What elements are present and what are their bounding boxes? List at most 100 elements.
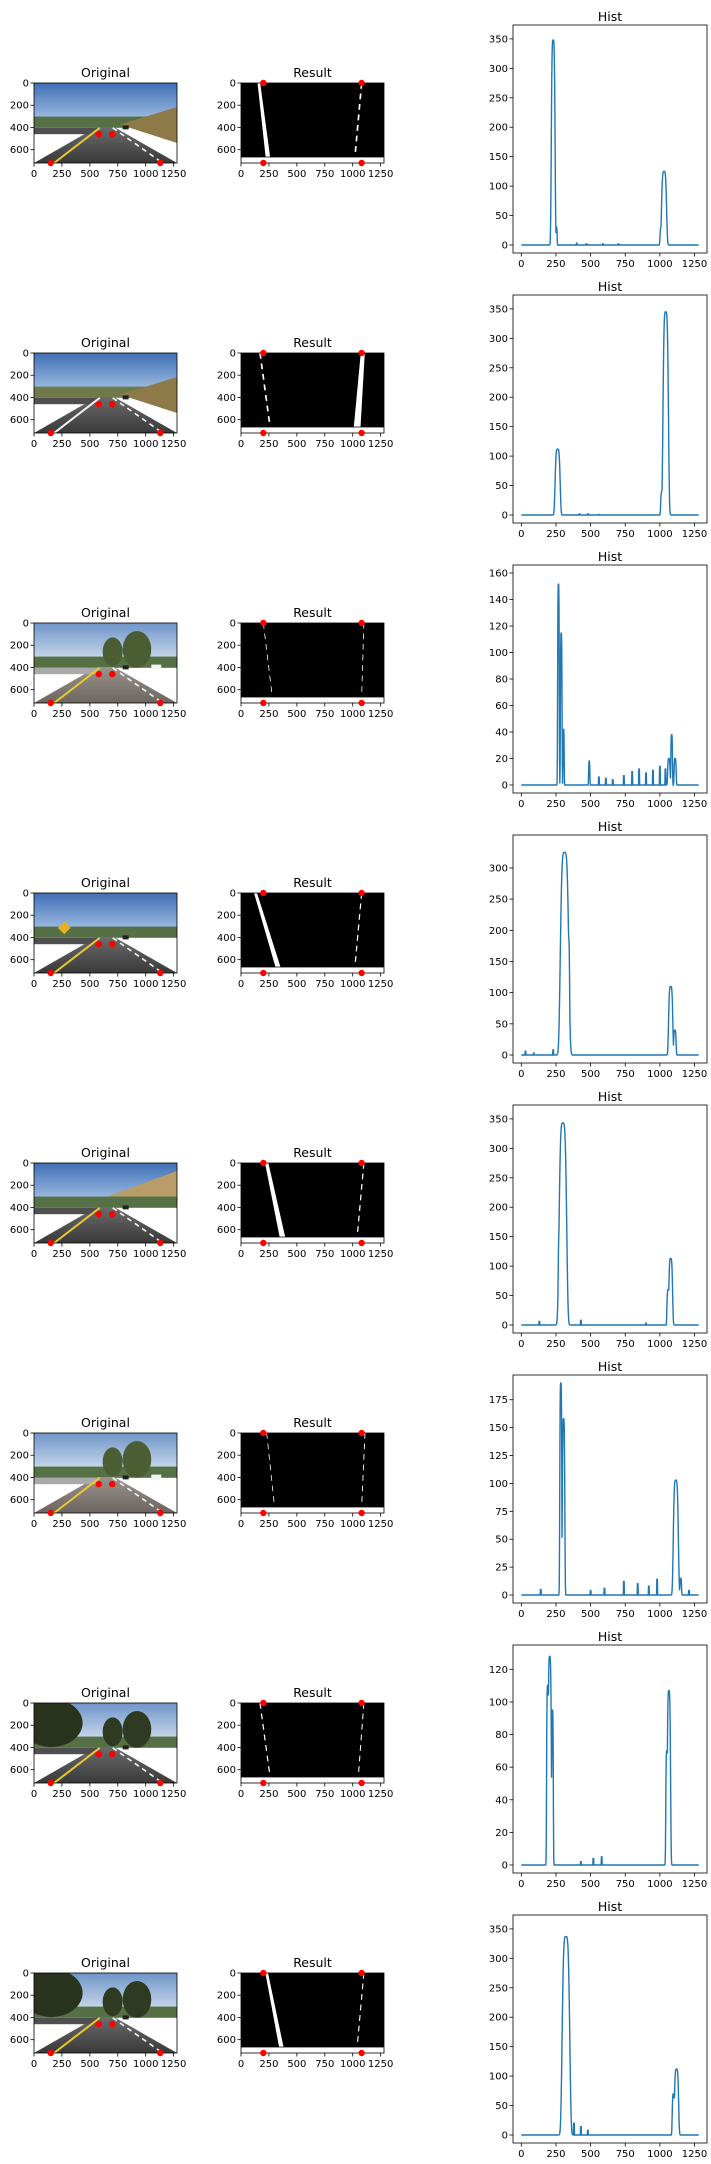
x-tick-label: 0 — [31, 439, 37, 450]
road — [34, 937, 177, 973]
x-tick-label: 500 — [80, 709, 99, 720]
lane-line-left — [53, 1477, 101, 1513]
x-tick-label: 250 — [546, 2149, 565, 2160]
y-tick-label: 100 — [489, 1697, 508, 1708]
x-tick-label: 0 — [31, 1519, 37, 1530]
y-tick-label: 150 — [489, 1232, 508, 1243]
lane-pixels — [359, 1745, 362, 1751]
lane-pixels — [361, 675, 363, 682]
x-tick-label: 750 — [315, 1249, 334, 1260]
tree — [102, 1447, 123, 1477]
red-marker — [47, 2049, 54, 2057]
y-tick-label: 80 — [495, 675, 508, 686]
original-panel: Original 0 250 500 750 1000 1250 0 200 400 600 — [10, 1415, 186, 1530]
x-tick-label: 250 — [259, 1519, 278, 1530]
axes-frame — [33, 1702, 178, 1784]
y-tick-label: 350 — [489, 304, 508, 315]
result-panel: Result 0 250 500 750 1000 1250 0 200 400 600 — [217, 605, 393, 720]
x-tick-label: 500 — [581, 529, 600, 540]
red-marker — [260, 429, 267, 437]
red-marker — [157, 429, 164, 437]
y-tick-label: 350 — [489, 1114, 508, 1125]
y-tick-label: 400 — [217, 393, 236, 404]
lane-pixels — [265, 1973, 284, 2047]
treeline — [34, 1466, 177, 1478]
red-marker — [109, 1750, 116, 1758]
x-tick-label: 1000 — [133, 2059, 158, 2070]
x-tick-label: 250 — [546, 1609, 565, 1620]
y-tick-label: 0 — [23, 1699, 29, 1710]
x-tick-label: 250 — [52, 2059, 71, 2070]
x-tick-label: 1250 — [682, 2149, 707, 2160]
x-tick-label: 250 — [259, 439, 278, 450]
y-tick-label: 0 — [230, 79, 236, 90]
car — [122, 1475, 129, 1480]
red-marker — [260, 1779, 267, 1787]
y-tick-label: 60 — [495, 701, 508, 712]
image-content — [34, 353, 177, 433]
result-title: Result — [293, 1685, 332, 1700]
lane-line-left — [53, 1207, 101, 1243]
image-content — [241, 83, 384, 163]
lane-pixels — [360, 1184, 363, 1190]
lane-pixels — [260, 363, 264, 370]
x-tick-label: 500 — [80, 1249, 99, 1260]
y-tick-label: 0 — [23, 1969, 29, 1980]
x-tick-label: 1000 — [133, 979, 158, 990]
red-marker — [95, 1210, 102, 1218]
x-tick-label: 250 — [546, 1879, 565, 1890]
y-tick-label: 0 — [230, 349, 236, 360]
x-tick-label: 0 — [238, 2059, 244, 2070]
lane-pixels — [358, 2025, 360, 2032]
x-tick-label: 500 — [80, 979, 99, 990]
hist-title: Hist — [598, 279, 622, 294]
red-marker — [157, 2049, 164, 2057]
x-tick-label: 0 — [31, 169, 37, 180]
lane-pixels — [357, 1226, 359, 1232]
lane-pixels — [267, 1766, 271, 1772]
y-tick-label: 0 — [502, 1861, 508, 1872]
y-tick-label: 160 — [489, 569, 508, 580]
lane-line-left — [53, 2017, 101, 2053]
y-tick-label: 100 — [489, 452, 508, 463]
axes-frame — [512, 1644, 708, 1874]
red-marker — [358, 2049, 365, 2057]
red-marker — [95, 130, 102, 138]
x-tick-label: 1000 — [340, 1249, 365, 1260]
red-marker — [47, 159, 54, 167]
result-title: Result — [293, 1415, 332, 1430]
lane-pixels — [354, 146, 357, 152]
x-tick-label: 1000 — [340, 709, 365, 720]
red-marker — [358, 1429, 365, 1437]
x-tick-label: 500 — [287, 2059, 306, 2070]
x-tick-label: 250 — [546, 1339, 565, 1350]
red-marker — [109, 400, 116, 408]
lane-pixels — [262, 374, 265, 380]
result-panel: Result 0 250 500 750 1000 1250 0 200 400 600 — [217, 1415, 393, 1530]
x-tick-label: 750 — [108, 1249, 127, 1260]
red-marker — [358, 1159, 365, 1167]
x-tick-label: 750 — [108, 979, 127, 990]
y-tick-label: 200 — [217, 1451, 236, 1462]
y-tick-label: 200 — [10, 371, 29, 382]
original-panel: Original 0 250 500 750 1000 1250 0 200 400 600 — [10, 1145, 186, 1260]
image-content — [241, 893, 384, 973]
x-tick-label: 1250 — [682, 1879, 707, 1890]
lane-pixels — [355, 135, 358, 142]
original-title: Original — [81, 335, 130, 350]
axes-frame — [512, 834, 708, 1064]
y-tick-label: 300 — [489, 64, 508, 75]
lane-line-right — [112, 1477, 164, 1513]
x-tick-label: 750 — [616, 1069, 635, 1080]
x-tick-label: 1000 — [647, 799, 672, 810]
lane-pixels — [259, 1703, 262, 1709]
treeline — [34, 926, 177, 938]
x-tick-label: 1000 — [133, 709, 158, 720]
x-tick-label: 0 — [31, 979, 37, 990]
y-tick-label: 600 — [217, 2035, 236, 2046]
x-tick-label: 1250 — [682, 1069, 707, 1080]
red-marker — [260, 889, 267, 897]
red-marker — [47, 1509, 54, 1517]
y-tick-label: 0 — [502, 2131, 508, 2142]
x-tick-label: 0 — [518, 1879, 524, 1890]
